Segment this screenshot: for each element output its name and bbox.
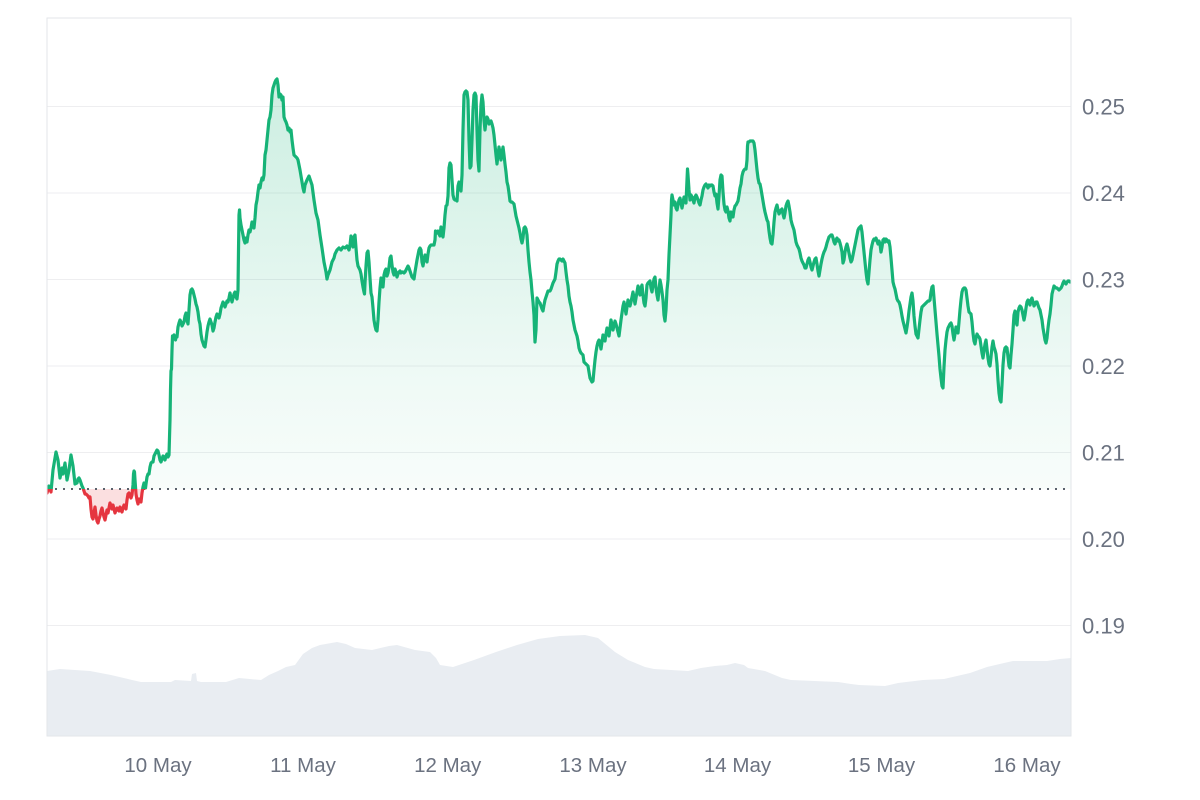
svg-text:16 May: 16 May (993, 754, 1061, 777)
svg-text:0.24: 0.24 (1082, 181, 1125, 206)
svg-text:0.21: 0.21 (1082, 440, 1125, 465)
svg-text:0.20: 0.20 (1082, 527, 1125, 552)
svg-text:0.23: 0.23 (1082, 267, 1125, 292)
svg-text:13 May: 13 May (559, 754, 627, 777)
svg-text:0.22: 0.22 (1082, 354, 1125, 379)
svg-text:12 May: 12 May (414, 754, 482, 777)
svg-text:14 May: 14 May (704, 754, 772, 777)
svg-text:10 May: 10 May (124, 754, 192, 777)
svg-text:0.19: 0.19 (1082, 613, 1125, 638)
svg-text:11 May: 11 May (270, 754, 336, 777)
svg-text:0.25: 0.25 (1082, 94, 1125, 119)
svg-text:15 May: 15 May (848, 754, 916, 777)
